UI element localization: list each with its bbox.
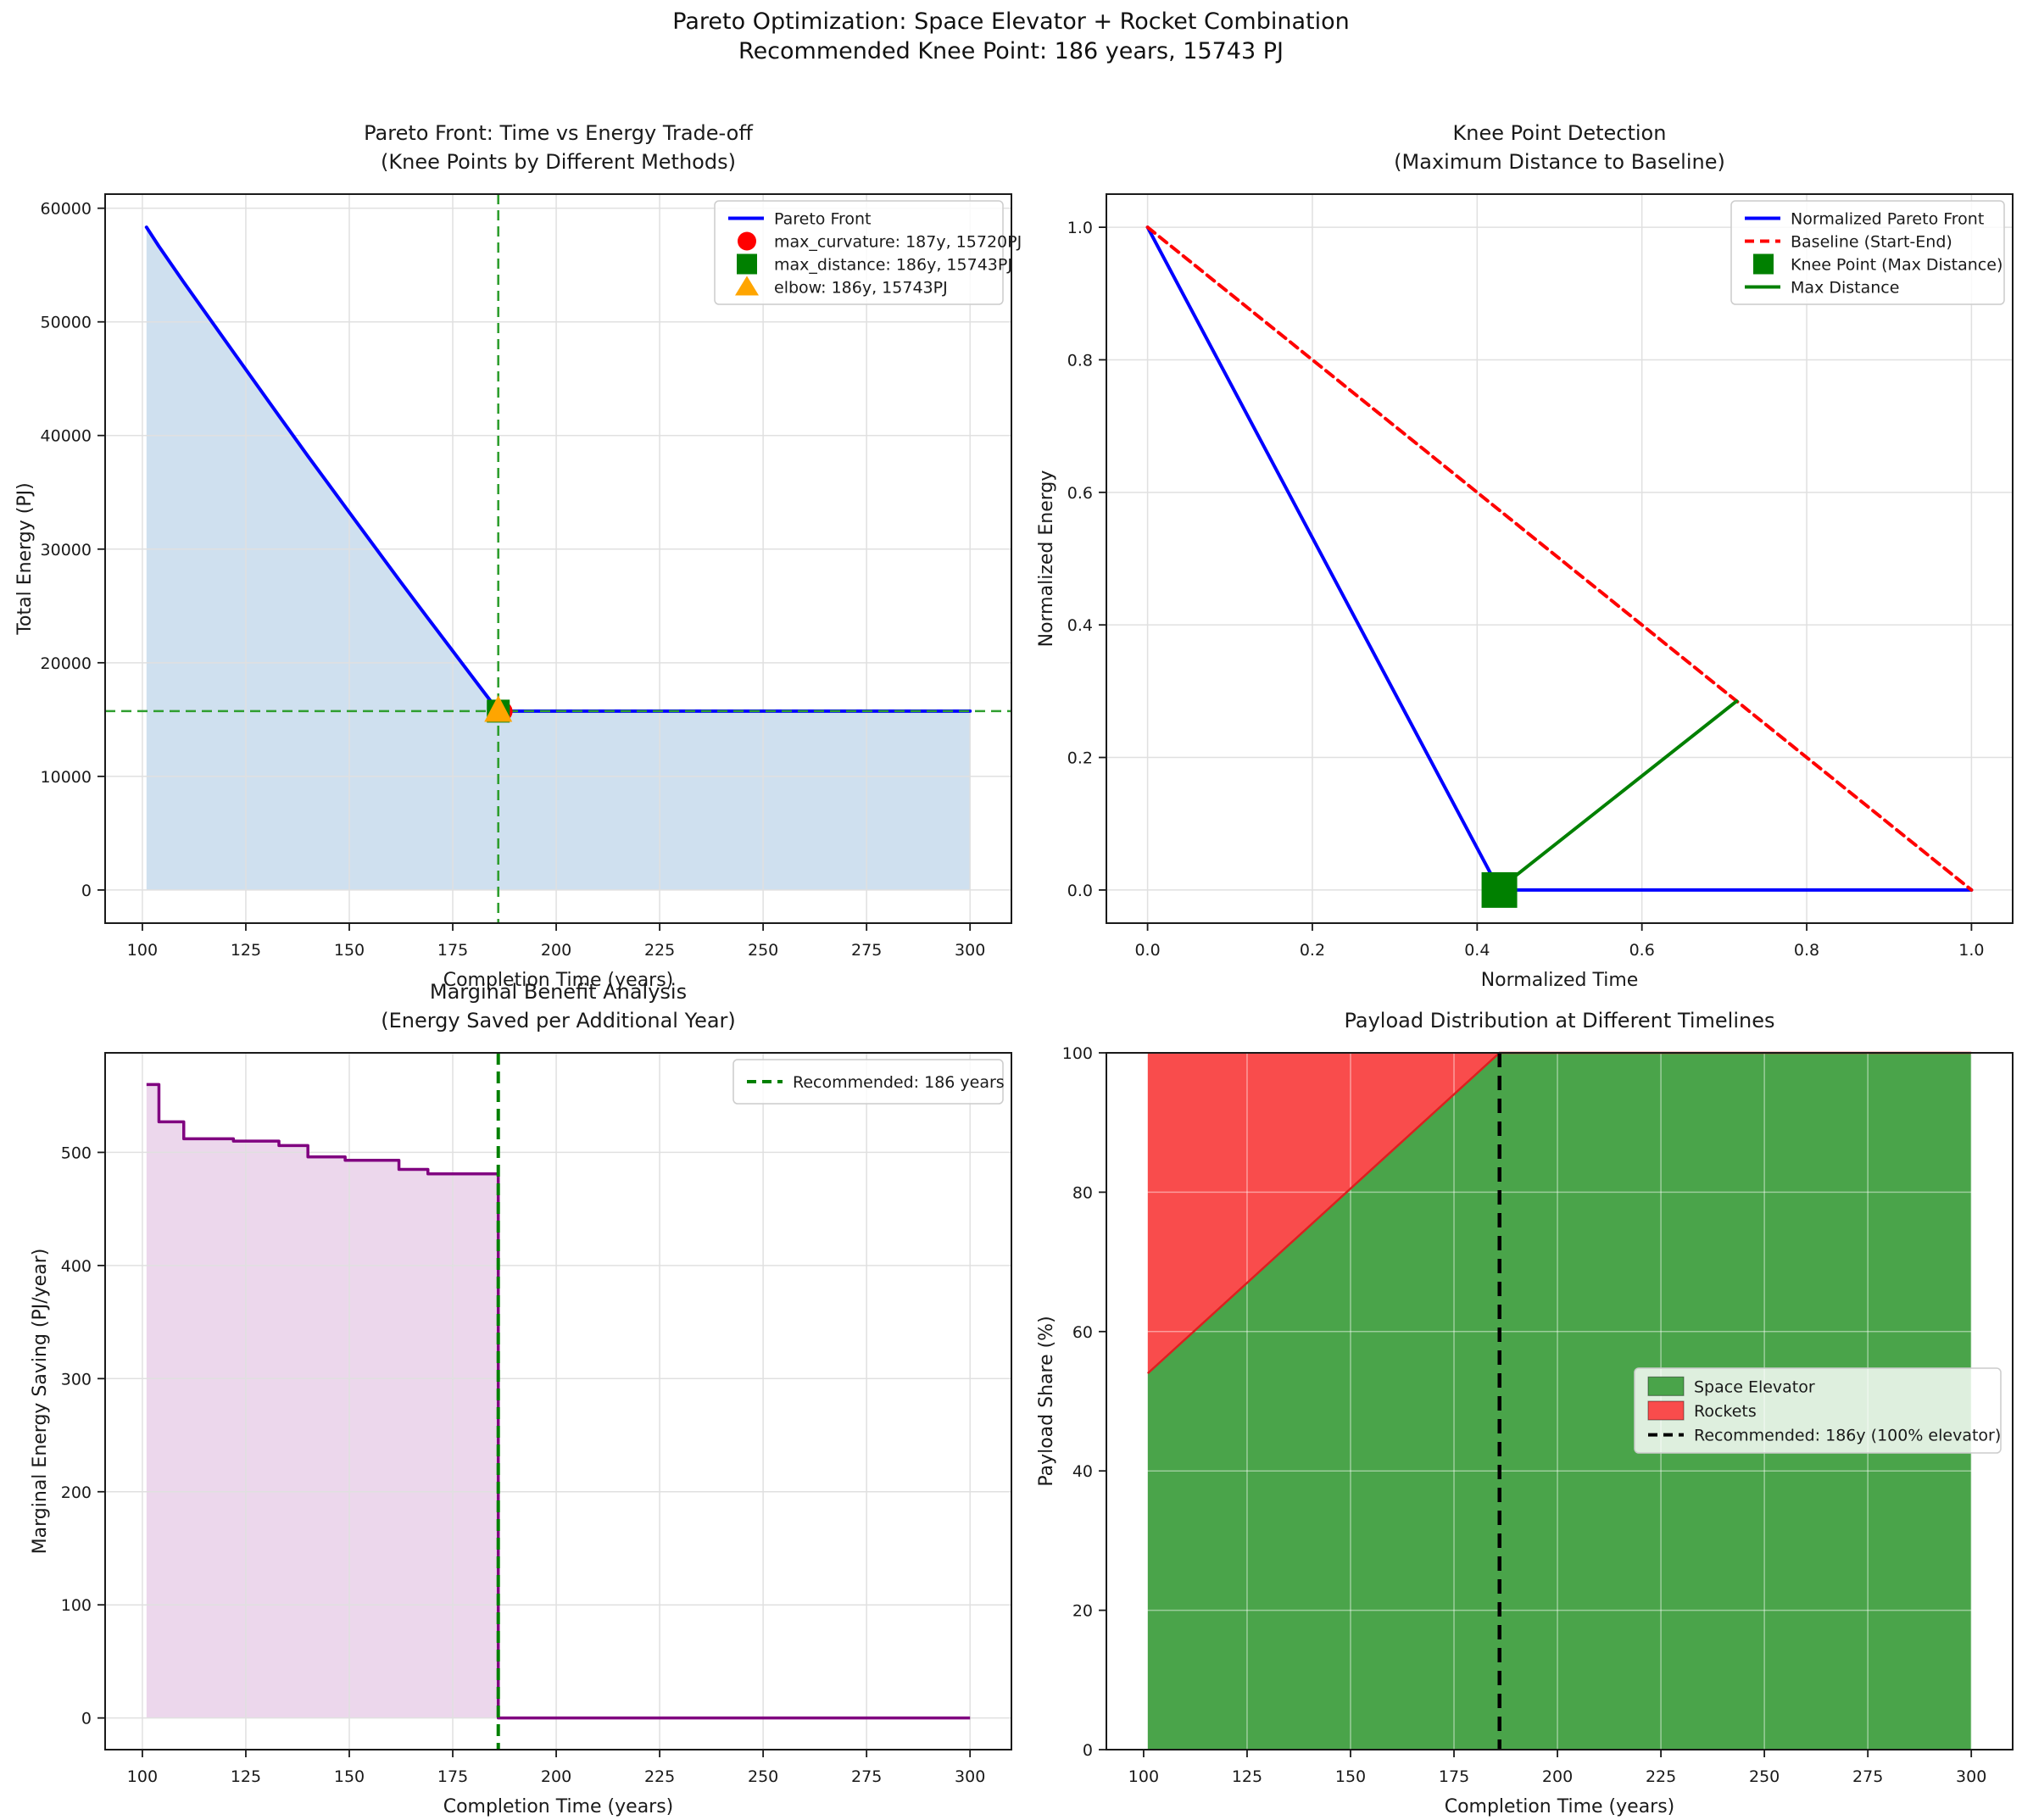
svg-text:250: 250	[748, 1767, 778, 1786]
suptitle-line1: Pareto Optimization: Space Elevator + Ro…	[672, 8, 1350, 35]
svg-text:max_distance: 186y, 15743PJ: max_distance: 186y, 15743PJ	[774, 256, 1012, 275]
svg-text:225: 225	[644, 941, 675, 960]
figure-suptitle: Pareto Optimization: Space Elevator + Ro…	[0, 7, 2022, 66]
svg-text:elbow: 186y, 15743PJ: elbow: 186y, 15743PJ	[774, 279, 948, 298]
svg-text:Completion Time (years): Completion Time (years)	[443, 970, 674, 991]
svg-text:60: 60	[1072, 1323, 1093, 1342]
svg-text:200: 200	[541, 1767, 571, 1786]
svg-text:500: 500	[61, 1144, 92, 1162]
panel-marginal-benefit: 100 125 150 175 200 225 250 275 300 0 100 200 300 400…	[30, 980, 1012, 1817]
svg-text:Normalized Pareto Front: Normalized Pareto Front	[1791, 210, 1984, 229]
svg-text:0.8: 0.8	[1794, 941, 1819, 960]
svg-text:0.6: 0.6	[1067, 484, 1093, 503]
svg-text:30000: 30000	[41, 541, 92, 559]
svg-text:60000: 60000	[41, 200, 92, 219]
svg-text:125: 125	[231, 941, 261, 960]
svg-text:Completion Time (years): Completion Time (years)	[1445, 1796, 1675, 1817]
svg-text:150: 150	[334, 1767, 365, 1786]
svg-text:Rockets: Rockets	[1694, 1402, 1757, 1421]
svg-text:Total Energy (PJ): Total Energy (PJ)	[14, 482, 36, 635]
svg-text:225: 225	[644, 1767, 675, 1786]
svg-text:125: 125	[1232, 1767, 1262, 1786]
svg-text:175: 175	[1439, 1767, 1469, 1786]
svg-text:100: 100	[127, 1767, 158, 1786]
svg-text:Knee Point (Max Distance): Knee Point (Max Distance)	[1791, 256, 2003, 275]
svg-text:400: 400	[61, 1257, 92, 1276]
svg-text:300: 300	[955, 941, 985, 960]
svg-text:200: 200	[1542, 1767, 1573, 1786]
svg-text:275: 275	[851, 941, 882, 960]
svg-text:(Energy Saved per Additional Y: (Energy Saved per Additional Year)	[381, 1009, 736, 1032]
svg-text:(Knee Points by Different Meth: (Knee Points by Different Methods)	[381, 150, 736, 174]
svg-text:0.4: 0.4	[1067, 616, 1093, 635]
svg-text:0.2: 0.2	[1300, 941, 1325, 960]
svg-text:175: 175	[437, 941, 468, 960]
svg-text:200: 200	[61, 1483, 92, 1502]
svg-text:300: 300	[61, 1370, 92, 1389]
svg-text:0.6: 0.6	[1629, 941, 1655, 960]
svg-text:300: 300	[1956, 1767, 1986, 1786]
svg-text:100: 100	[61, 1596, 92, 1615]
svg-text:175: 175	[437, 1767, 468, 1786]
svg-text:40000: 40000	[41, 427, 92, 446]
svg-text:100: 100	[127, 941, 158, 960]
svg-text:20: 20	[1072, 1602, 1093, 1621]
svg-text:Marginal Benefit Analysis: Marginal Benefit Analysis	[430, 980, 687, 1004]
panel-payload-distribution: 100 125 150 175 200 225 250 275 300 0 20 40 60 80 100 C…	[1036, 1009, 2014, 1817]
svg-text:max_curvature: 187y, 15720PJ: max_curvature: 187y, 15720PJ	[774, 233, 1022, 252]
svg-text:0: 0	[81, 882, 92, 900]
svg-text:Completion Time (years): Completion Time (years)	[443, 1796, 674, 1817]
panel-pareto-front: 100 125 150 175 200 225 250 275 300 0 10000 20000 30…	[14, 121, 1022, 991]
svg-text:Pareto Front: Pareto Front	[774, 210, 872, 229]
svg-text:0: 0	[1083, 1741, 1093, 1760]
suptitle-line2: Recommended Knee Point: 186 years, 15743…	[738, 38, 1284, 64]
svg-text:Space Elevator: Space Elevator	[1694, 1378, 1815, 1396]
svg-text:300: 300	[955, 1767, 985, 1786]
svg-text:0.4: 0.4	[1464, 941, 1490, 960]
svg-text:225: 225	[1646, 1767, 1676, 1786]
svg-text:Pareto Front: Time vs Energy T: Pareto Front: Time vs Energy Trade-off	[364, 121, 753, 145]
svg-text:80: 80	[1072, 1183, 1093, 1202]
svg-text:0: 0	[81, 1710, 92, 1728]
svg-text:50000: 50000	[41, 314, 92, 332]
svg-text:20000: 20000	[41, 654, 92, 673]
svg-text:125: 125	[231, 1767, 261, 1786]
svg-text:(Maximum Distance to Baseline): (Maximum Distance to Baseline)	[1394, 150, 1725, 174]
svg-text:Marginal Energy Saving (PJ/yea: Marginal Energy Saving (PJ/year)	[30, 1249, 51, 1555]
svg-text:Normalized Energy: Normalized Energy	[1036, 470, 1057, 648]
svg-text:Recommended: 186 years: Recommended: 186 years	[793, 1073, 1005, 1092]
svg-text:0.2: 0.2	[1067, 749, 1093, 768]
svg-text:Max Distance: Max Distance	[1791, 279, 1899, 298]
panel-knee-point-detection: 0.0 0.2 0.4 0.6 0.8 1.0 0.0 0.2 0.4 0.6 0.8 1.0 Norm…	[1036, 121, 2014, 991]
svg-text:275: 275	[1852, 1767, 1883, 1786]
svg-text:250: 250	[748, 941, 778, 960]
svg-text:Payload Share (%): Payload Share (%)	[1036, 1316, 1057, 1486]
svg-text:Recommended: 186y (100% elevat: Recommended: 186y (100% elevator)	[1694, 1427, 2001, 1445]
svg-text:100: 100	[1128, 1767, 1159, 1786]
svg-text:1.0: 1.0	[1067, 219, 1093, 237]
svg-text:40: 40	[1072, 1462, 1093, 1481]
svg-text:0.8: 0.8	[1067, 351, 1093, 370]
svg-text:10000: 10000	[41, 768, 92, 787]
svg-text:0.0: 0.0	[1067, 882, 1093, 900]
svg-text:0.0: 0.0	[1134, 941, 1160, 960]
svg-text:150: 150	[1335, 1767, 1366, 1786]
svg-text:150: 150	[334, 941, 365, 960]
svg-text:250: 250	[1749, 1767, 1780, 1786]
svg-text:Baseline (Start-End): Baseline (Start-End)	[1791, 233, 1952, 252]
svg-text:Knee Point Detection: Knee Point Detection	[1453, 121, 1667, 145]
svg-text:275: 275	[851, 1767, 882, 1786]
svg-text:1.0: 1.0	[1958, 941, 1984, 960]
svg-text:Payload Distribution at Differ: Payload Distribution at Different Timeli…	[1345, 1009, 1775, 1032]
svg-text:100: 100	[1062, 1044, 1093, 1063]
svg-text:Normalized Time: Normalized Time	[1481, 970, 1639, 991]
svg-text:200: 200	[541, 941, 571, 960]
